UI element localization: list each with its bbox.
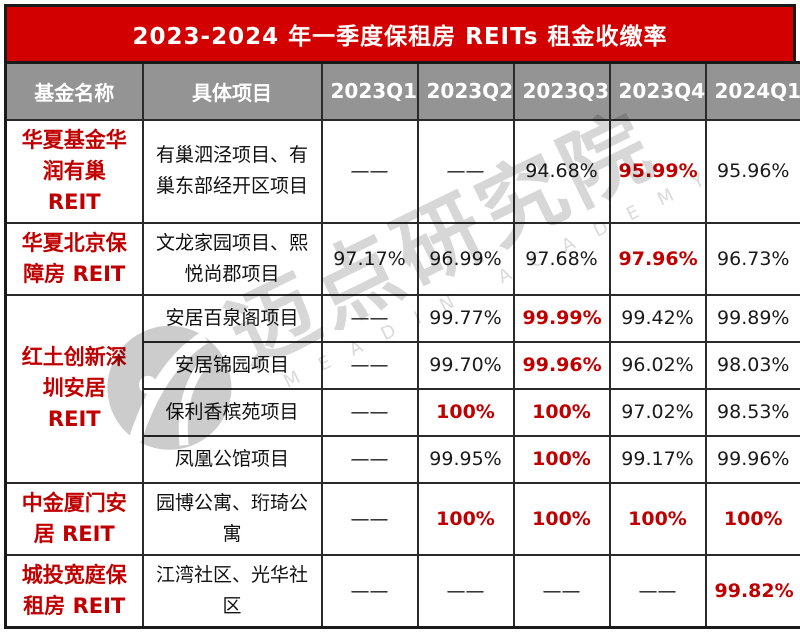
column-header: 具体项目 <box>141 61 323 121</box>
project-cell: 江湾社区、光华社区 <box>141 553 323 628</box>
value-cell: —— <box>416 118 515 224</box>
value-cell: 97.96% <box>608 221 707 296</box>
fund-name-cell: 华夏基金华润有巢 REIT <box>4 118 144 224</box>
value-cell: 99.99% <box>512 293 611 343</box>
value-cell: 97.17% <box>320 221 419 296</box>
value-cell: 95.96% <box>704 118 800 224</box>
project-cell: 文龙家园项目、熙悦尚郡项目 <box>141 221 323 296</box>
table-row: 华夏北京保障房 REIT 文龙家园项目、熙悦尚郡项目 97.17% 96.99% 97.… <box>4 221 800 296</box>
column-header: 2024Q1 <box>704 61 800 121</box>
project-cell: 保利香槟苑项目 <box>141 387 323 437</box>
value-cell: —— <box>320 553 419 628</box>
value-cell: —— <box>512 553 611 628</box>
column-header: 2023Q4 <box>608 61 707 121</box>
project-cell: 有巢泗泾项目、有巢东部经开区项目 <box>141 118 323 224</box>
project-cell: 安居百泉阁项目 <box>141 293 323 343</box>
value-cell: 99.82% <box>704 553 800 628</box>
table-title-banner: 2023-2024 年一季度保租房 REITs 租金收缴率 <box>4 4 796 61</box>
value-cell: —— <box>416 553 515 628</box>
value-cell: 96.73% <box>704 221 800 296</box>
value-cell: 98.03% <box>704 340 800 390</box>
column-header: 2023Q1 <box>320 61 419 121</box>
column-header: 2023Q3 <box>512 61 611 121</box>
reit-rent-collection-table: 基金名称 具体项目 2023Q1 2023Q2 2023Q3 2023Q4 2024Q1 华… <box>4 61 800 629</box>
value-cell: 96.99% <box>416 221 515 296</box>
value-cell: 99.42% <box>608 293 707 343</box>
table-row: 中金厦门安居 REIT 园博公寓、珩琦公寓 —— 100% 100% 100% 100% <box>4 481 800 556</box>
table-row: 华夏基金华润有巢 REIT 有巢泗泾项目、有巢东部经开区项目 —— —— 94.68% 9… <box>4 118 800 224</box>
table-row: 红土创新深圳安居 REIT 安居百泉阁项目 —— 99.77% 99.99% 99.42%… <box>4 293 800 484</box>
value-cell: 99.77% <box>416 293 515 343</box>
value-cell: —— <box>320 481 419 556</box>
value-cell: 100% <box>416 387 515 437</box>
value-cell: 94.68% <box>512 118 611 224</box>
header-row: 基金名称 具体项目 2023Q1 2023Q2 2023Q3 2023Q4 2024Q1 <box>4 61 800 121</box>
value-cell: —— <box>320 387 419 437</box>
fund-name-cell: 中金厦门安居 REIT <box>4 481 144 556</box>
value-cell: 100% <box>608 481 707 556</box>
project-cell: 安居锦园项目 <box>141 340 323 390</box>
project-cell: 凤凰公馆项目 <box>141 434 323 484</box>
value-cell: 99.96% <box>512 340 611 390</box>
value-cell: 97.68% <box>512 221 611 296</box>
reit-table-sheet: 2023-2024 年一季度保租房 REITs 租金收缴率 基金名称 具体项目 20… <box>4 4 800 644</box>
table-title: 2023-2024 年一季度保租房 REITs 租金收缴率 <box>132 24 668 50</box>
table-body: 华夏基金华润有巢 REIT 有巢泗泾项目、有巢东部经开区项目 —— —— 94.68% 9… <box>4 118 800 628</box>
value-cell: 100% <box>416 481 515 556</box>
column-header: 基金名称 <box>4 61 144 121</box>
value-cell: —— <box>320 434 419 484</box>
value-cell: —— <box>608 553 707 628</box>
value-cell: 100% <box>512 387 611 437</box>
value-cell: 99.96% <box>704 434 800 484</box>
value-cell: —— <box>320 340 419 390</box>
value-cell: 99.95% <box>416 434 515 484</box>
project-cell: 园博公寓、珩琦公寓 <box>141 481 323 556</box>
fund-name-cell: 华夏北京保障房 REIT <box>4 221 144 296</box>
fund-name-cell: 红土创新深圳安居 REIT <box>4 293 144 484</box>
value-cell: 100% <box>512 434 611 484</box>
column-header: 2023Q2 <box>416 61 515 121</box>
table-row: 城投宽庭保租房 REIT 江湾社区、光华社区 —— —— —— —— 99.82% <box>4 553 800 628</box>
value-cell: 100% <box>512 481 611 556</box>
table-row: 安居锦园项目 —— 99.70% 99.96% 96.02% 98.03% <box>6 340 800 390</box>
value-cell: 99.89% <box>704 293 800 343</box>
value-cell: 99.17% <box>608 434 707 484</box>
value-cell: 98.53% <box>704 387 800 437</box>
value-cell: 97.02% <box>608 387 707 437</box>
value-cell: 95.99% <box>608 118 707 224</box>
value-cell: —— <box>320 293 419 343</box>
value-cell: —— <box>320 118 419 224</box>
fund-name-cell: 城投宽庭保租房 REIT <box>4 553 144 628</box>
value-cell: 96.02% <box>608 340 707 390</box>
value-cell: 99.70% <box>416 340 515 390</box>
table-row: 凤凰公馆项目 —— 99.95% 100% 99.17% 99.96% <box>6 434 800 484</box>
value-cell: 100% <box>704 481 800 556</box>
